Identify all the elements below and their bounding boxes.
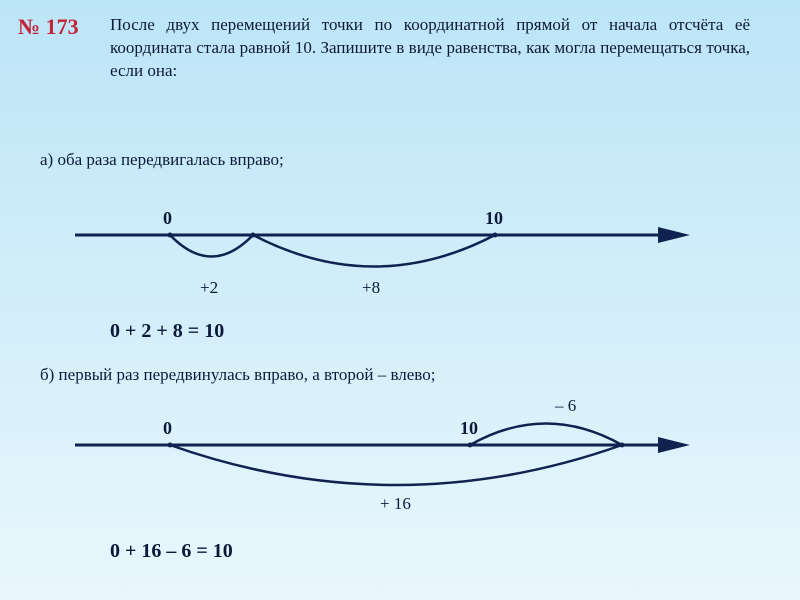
- part-a-label: а) оба раза передвигалась вправо;: [40, 150, 284, 170]
- part-b-label: б) первый раз передвинулась вправо, а вт…: [40, 365, 435, 385]
- numline-b-zero: 0: [163, 418, 172, 439]
- equation-a: 0 + 2 + 8 = 10: [110, 320, 224, 343]
- numline-b-ten: 10: [460, 418, 478, 439]
- problem-text: После двух перемещений точки по координа…: [110, 14, 750, 83]
- numline-b-arc2-label: – 6: [555, 396, 576, 416]
- numline-a-arc1-label: +2: [200, 278, 218, 298]
- equation-b: 0 + 16 – 6 = 10: [110, 540, 233, 563]
- numline-b-arc1-label: + 16: [380, 494, 411, 514]
- numline-b: [0, 390, 800, 550]
- numline-a: [0, 180, 800, 300]
- numline-a-ten: 10: [485, 208, 503, 229]
- numline-a-zero: 0: [163, 208, 172, 229]
- problem-number: № 173: [18, 14, 79, 40]
- numline-a-arc2-label: +8: [362, 278, 380, 298]
